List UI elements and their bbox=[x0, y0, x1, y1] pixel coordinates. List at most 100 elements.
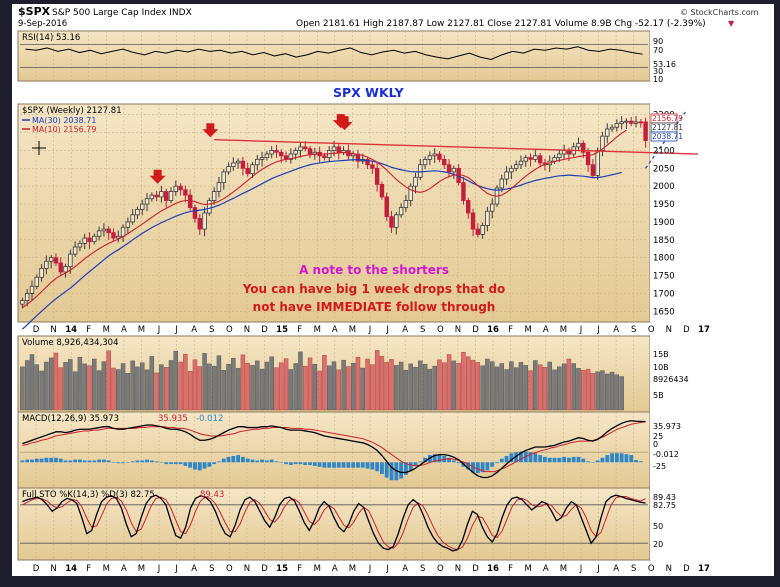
volume-bar bbox=[476, 362, 480, 410]
candle-body bbox=[529, 158, 533, 160]
x-tick-label: N bbox=[455, 564, 461, 574]
volume-bar bbox=[567, 359, 571, 410]
macd-tick-label: 35.973 bbox=[653, 422, 681, 431]
note-title: A note to the shorters bbox=[299, 263, 449, 277]
volume-bar bbox=[404, 370, 408, 410]
x-tick-label: M bbox=[314, 564, 321, 574]
volume-bar bbox=[265, 362, 269, 410]
x-tick-label: M bbox=[349, 325, 356, 335]
x-tick-label: J bbox=[157, 325, 161, 335]
candle-body bbox=[481, 226, 485, 235]
legend-label: MA(10) 2156.79 bbox=[32, 125, 96, 134]
macd-histogram-bar bbox=[313, 462, 317, 466]
macd-histogram-bar bbox=[490, 462, 494, 467]
x-tick-label: J bbox=[385, 564, 389, 574]
volume-bar bbox=[437, 360, 441, 410]
candle-body bbox=[629, 121, 633, 123]
volume-bar bbox=[461, 352, 465, 410]
macd-histogram-bar bbox=[102, 460, 106, 463]
candle-body bbox=[265, 154, 269, 158]
volume-bar bbox=[356, 357, 360, 410]
macd-histogram-bar bbox=[78, 460, 82, 463]
volume-bar bbox=[442, 363, 446, 410]
volume-bar bbox=[308, 358, 312, 410]
volume-bar bbox=[231, 358, 235, 410]
macd-histogram-bar bbox=[332, 462, 336, 467]
macd-histogram-bar bbox=[500, 459, 504, 463]
y-tick-label: 1900 bbox=[653, 218, 675, 228]
x-tick-label: M bbox=[103, 325, 110, 335]
y-tick-label: 2050 bbox=[653, 164, 675, 174]
macd-histogram-bar bbox=[198, 462, 202, 470]
stochastic-tick-label: 82.75 bbox=[653, 501, 676, 510]
volume-bar bbox=[174, 351, 178, 410]
volume-bar bbox=[337, 370, 341, 410]
macd-histogram-bar bbox=[370, 462, 374, 469]
price-value-tag-label: 2127.81 bbox=[652, 123, 683, 132]
macd-histogram-bar bbox=[30, 460, 34, 463]
candle-body bbox=[40, 268, 44, 277]
candle-body bbox=[179, 186, 183, 190]
volume-bar bbox=[73, 372, 77, 410]
rsi-panel bbox=[18, 31, 650, 81]
candle-body bbox=[433, 154, 437, 156]
x-tick-label: M bbox=[103, 564, 110, 574]
candle-body bbox=[577, 143, 581, 147]
volume-bar bbox=[159, 365, 163, 410]
macd-histogram-bar bbox=[543, 457, 547, 462]
candle-body bbox=[557, 154, 561, 158]
candle-body bbox=[385, 197, 389, 217]
candle-body bbox=[486, 211, 490, 225]
volume-bar bbox=[164, 367, 168, 410]
macd-histogram-bar bbox=[275, 461, 279, 462]
macd-histogram-bar bbox=[174, 462, 178, 464]
candle-body bbox=[462, 183, 466, 201]
macd-histogram-bar bbox=[183, 462, 187, 466]
candle-body bbox=[534, 156, 538, 160]
x-tick-label: S bbox=[209, 325, 214, 335]
macd-histogram-bar bbox=[44, 458, 48, 463]
volume-bar bbox=[390, 359, 394, 410]
x-tick-label: D bbox=[472, 564, 479, 574]
macd-histogram-bar bbox=[548, 458, 552, 463]
volume-bar bbox=[447, 355, 451, 411]
macd-histogram-bar bbox=[639, 461, 643, 462]
macd-histogram-bar bbox=[385, 462, 389, 477]
macd-histogram-bar bbox=[40, 459, 44, 463]
macd-histogram-bar bbox=[289, 462, 293, 465]
volume-bar bbox=[481, 366, 485, 410]
volume-bar bbox=[596, 372, 600, 410]
macd-histogram-bar bbox=[231, 456, 235, 462]
macd-histogram-bar bbox=[457, 462, 461, 463]
quote-date: 9-Sep-2016 bbox=[18, 19, 67, 29]
macd-histogram-bar bbox=[107, 460, 111, 462]
macd-histogram-bar bbox=[179, 462, 183, 464]
x-tick-label: A bbox=[613, 564, 619, 574]
x-tick-label: O bbox=[437, 564, 444, 574]
macd-histogram-bar bbox=[54, 458, 58, 463]
macd-histogram-bar bbox=[303, 462, 307, 465]
x-tick-label: J bbox=[596, 325, 600, 335]
macd-histogram-bar bbox=[366, 462, 370, 468]
candle-body bbox=[107, 229, 111, 233]
macd-histogram-bar bbox=[164, 462, 168, 464]
candle-body bbox=[428, 156, 432, 160]
x-tick-label: O bbox=[226, 325, 233, 335]
y-tick-label: 1650 bbox=[653, 307, 675, 317]
macd-histogram-bar bbox=[20, 460, 24, 462]
macd-histogram-bar bbox=[356, 462, 360, 467]
candle-body bbox=[634, 122, 638, 123]
macd-histogram-bar bbox=[212, 462, 216, 464]
macd-histogram-bar bbox=[629, 455, 633, 462]
legend-label: MA(30) 2038.71 bbox=[32, 116, 96, 125]
x-tick-label: A bbox=[402, 564, 408, 574]
y-tick-label: 2000 bbox=[653, 182, 675, 192]
x-tick-label: F bbox=[297, 325, 302, 335]
x-tick-label: J bbox=[368, 325, 372, 335]
candle-body bbox=[126, 222, 130, 227]
macd-histogram-bar bbox=[203, 462, 207, 468]
volume-bar bbox=[54, 353, 58, 410]
candle-body bbox=[217, 183, 221, 192]
x-tick-label: J bbox=[596, 564, 600, 574]
candle-body bbox=[30, 286, 34, 293]
